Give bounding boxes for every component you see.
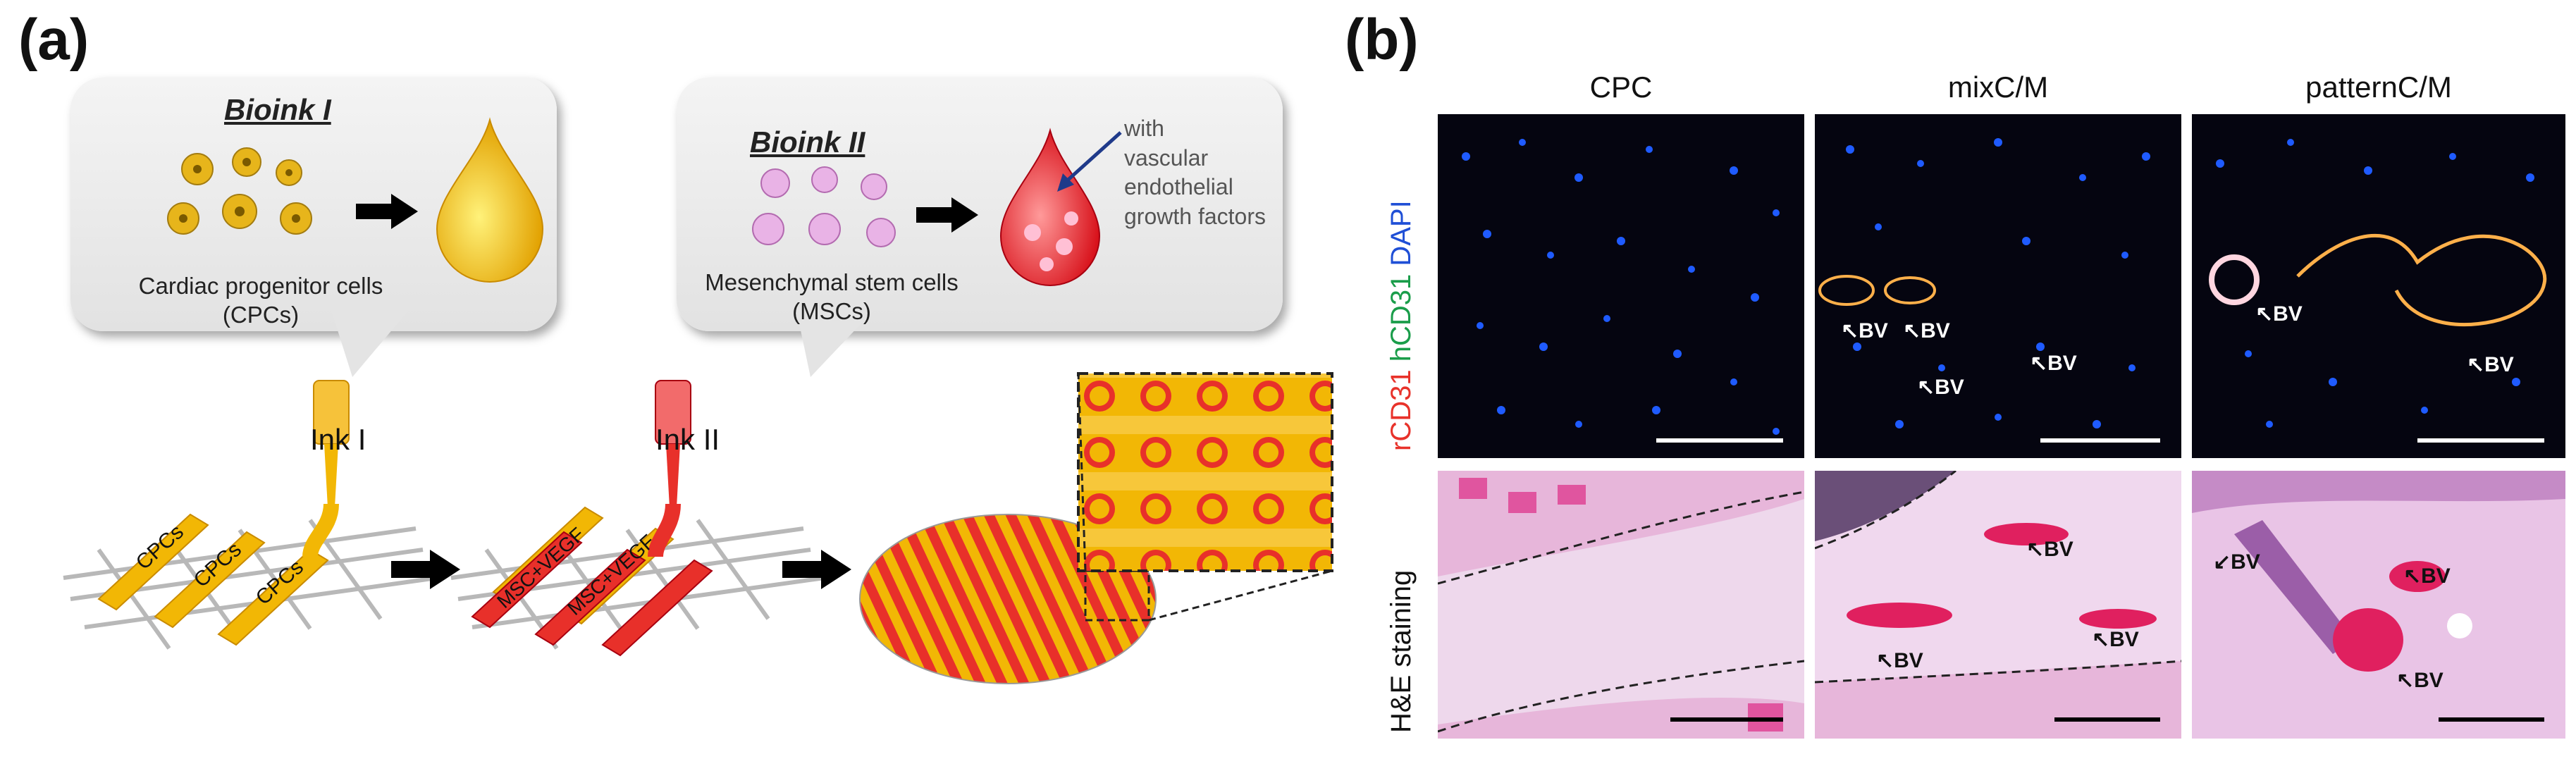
caption-line: Mesenchymal stem cells <box>705 269 959 295</box>
arrow-icon <box>391 550 460 589</box>
annotation-line: vascular <box>1124 144 1209 171</box>
bv-text: BV <box>1859 319 1888 343</box>
printing-step-2 <box>450 380 825 657</box>
annotation-line: growth factors <box>1124 203 1266 229</box>
red-bioink-drop <box>999 128 1101 286</box>
yellow-bioink-drop <box>436 117 544 283</box>
bioink-2-caption: Mesenchymal stem cells (MSCs) <box>663 268 1001 326</box>
bioink-2-title: Bioink II <box>750 125 865 159</box>
fluorescence-image-patterncm <box>2192 114 2565 458</box>
annotation-line: with <box>1124 116 1164 141</box>
bv-text: BV <box>2109 628 2139 651</box>
printing-step-1 <box>63 380 438 650</box>
bv-text: BV <box>2273 302 2303 326</box>
bv-text: BV <box>1935 376 1964 399</box>
bv-label: ↖BV <box>2030 352 2077 375</box>
bv-text: BV <box>1894 649 1923 672</box>
column-header-cpc: CPC <box>1589 70 1653 104</box>
bv-text: BV <box>2047 352 2077 375</box>
bv-text: BV <box>2231 550 2260 574</box>
bioink-2-bubble <box>677 78 1283 331</box>
bv-text: BV <box>2421 564 2451 588</box>
bv-label: ↖BV <box>1917 376 1964 399</box>
printed-construct <box>859 372 1333 684</box>
bv-text: BV <box>2044 538 2073 561</box>
bubble-1-tail <box>331 310 409 377</box>
annotation-line: endothelial <box>1124 174 1233 200</box>
he-row-label: H&E staining <box>1386 569 1417 733</box>
caption-line: Cardiac progenitor cells <box>138 273 383 299</box>
bubble-2-tail <box>796 310 874 377</box>
arrow-icon <box>782 550 851 589</box>
panel-a-letter: (a) <box>18 8 90 72</box>
he-image-mixcm <box>1815 471 2181 739</box>
cpc-cells-illustration <box>167 147 312 235</box>
bv-label: ↖BV <box>2396 669 2443 692</box>
bv-text: BV <box>2484 353 2514 376</box>
label-hcd31: hCD31 <box>1386 266 1417 362</box>
column-header-mixcm: mixC/M <box>1947 70 2049 104</box>
bv-label: ↖BV <box>1903 319 1950 343</box>
bv-label: ↖BV <box>2403 564 2451 588</box>
bioink-1-title: Bioink I <box>224 93 331 126</box>
fluorescence-row-label: rCD31 hCD31 DAPI <box>1386 200 1417 451</box>
annotation-arrow <box>1057 131 1122 192</box>
bv-text: BV <box>1921 319 1950 343</box>
he-image-cpc <box>1438 471 1804 739</box>
bv-text: BV <box>2414 669 2443 692</box>
panel-b-letter: (b) <box>1345 8 1419 72</box>
vegf-annotation: with vascular endothelial growth factors <box>1124 114 1266 231</box>
label-rcd31: rCD31 <box>1386 362 1417 451</box>
label-dapi: DAPI <box>1386 200 1417 266</box>
he-image-patterncm <box>2192 471 2565 739</box>
bv-label: ↖BV <box>2026 538 2073 561</box>
caption-line: (MSCs) <box>792 298 871 325</box>
bv-label: ↙BV <box>2213 550 2260 574</box>
ink-2-label: Ink II <box>655 423 720 456</box>
ink-1-label: Ink I <box>310 423 366 456</box>
bv-label: ↖BV <box>2092 628 2139 651</box>
arrow-icon <box>916 197 978 233</box>
fluorescence-image-mixcm <box>1815 114 2181 458</box>
bioink-1-caption: Cardiac progenitor cells (CPCs) <box>78 271 444 330</box>
bv-label: ↖BV <box>2467 353 2514 376</box>
bv-label: ↖BV <box>1876 649 1923 672</box>
msc-cells-illustration <box>752 166 896 247</box>
caption-line: (CPCs) <box>222 302 300 328</box>
bv-label: ↖BV <box>2255 302 2303 326</box>
fluorescence-image-cpc <box>1438 114 1804 458</box>
column-header-patterncm: patternC/M <box>2305 70 2452 104</box>
bv-label: ↖BV <box>1841 319 1888 343</box>
arrow-icon <box>356 194 418 229</box>
